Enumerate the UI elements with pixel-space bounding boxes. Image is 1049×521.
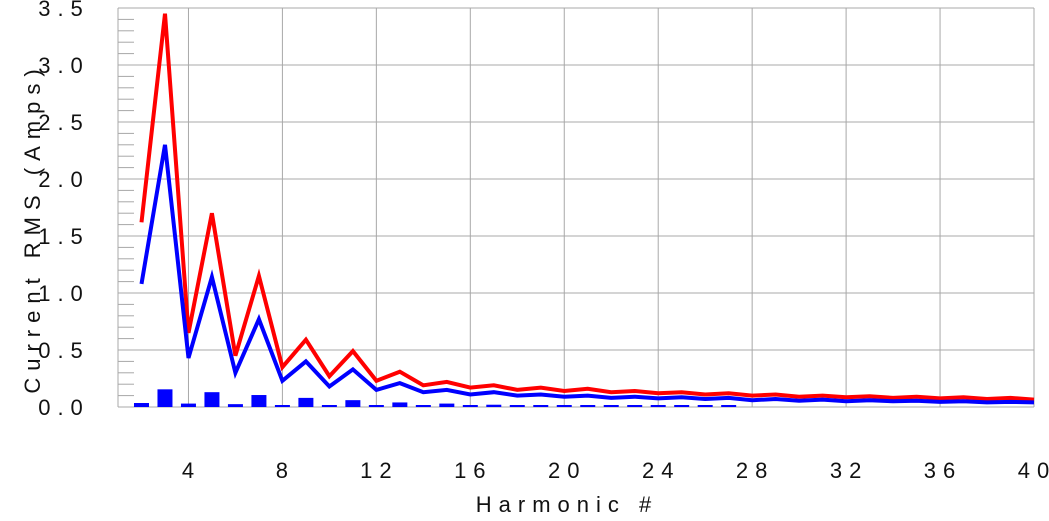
bar [486,404,502,407]
bar [368,405,384,407]
bar [133,403,149,407]
bar [697,405,713,407]
bar [227,404,243,407]
bar [274,405,290,407]
bar [674,405,690,407]
x-tick-label: 40 [1018,458,1049,483]
x-tick-label: 32 [830,458,868,483]
bar [556,405,572,407]
red-series-line [139,13,1035,402]
y-minor-ticks [118,7,134,408]
bar [180,403,196,407]
y-tick-label: 3.0 [38,53,90,78]
bar [345,400,361,407]
bar [627,405,643,407]
bar [580,405,596,407]
bar [392,402,408,407]
x-tick-label: 28 [736,458,774,483]
y-tick-labels: 0.0 0.5 1.0 1.5 2.0 2.5 3.0 3.5 [38,0,90,420]
bar [204,392,220,407]
y-tick-label: 0.5 [38,338,90,363]
bar [462,405,478,407]
y-tick-label: 1.5 [38,224,90,249]
bar [439,403,455,407]
x-tick-label: 12 [360,458,398,483]
y-tick-label: 2.5 [38,110,90,135]
y-tick-label: 1.0 [38,281,90,306]
x-tick-label: 4 [182,458,201,483]
bar [509,405,525,407]
blue-series-line [139,144,1035,405]
x-tick-label: 36 [924,458,962,483]
bar [321,405,337,407]
y-tick-label: 0.0 [38,395,90,420]
bar [650,405,666,407]
bar [415,405,431,407]
x-tick-label: 20 [548,458,586,483]
y-tick-label: 2.0 [38,167,90,192]
y-tick-label: 3.5 [38,0,90,21]
y-axis-title: Current RMS (Amps) [20,62,45,393]
x-axis-title: Harmonic # [476,492,658,517]
x-tick-label: 24 [642,458,680,483]
x-tick-label: 16 [454,458,492,483]
bar-series [133,389,737,407]
bar [251,395,267,407]
x-tick-labels: 4 8 12 16 20 24 28 32 36 40 [182,458,1049,483]
grid [117,7,1035,408]
line-series-group [139,13,1035,405]
bar [721,405,737,407]
bar [298,397,314,407]
bar [533,405,549,407]
bar [157,389,173,407]
x-tick-label: 8 [276,458,295,483]
bar [603,405,619,407]
